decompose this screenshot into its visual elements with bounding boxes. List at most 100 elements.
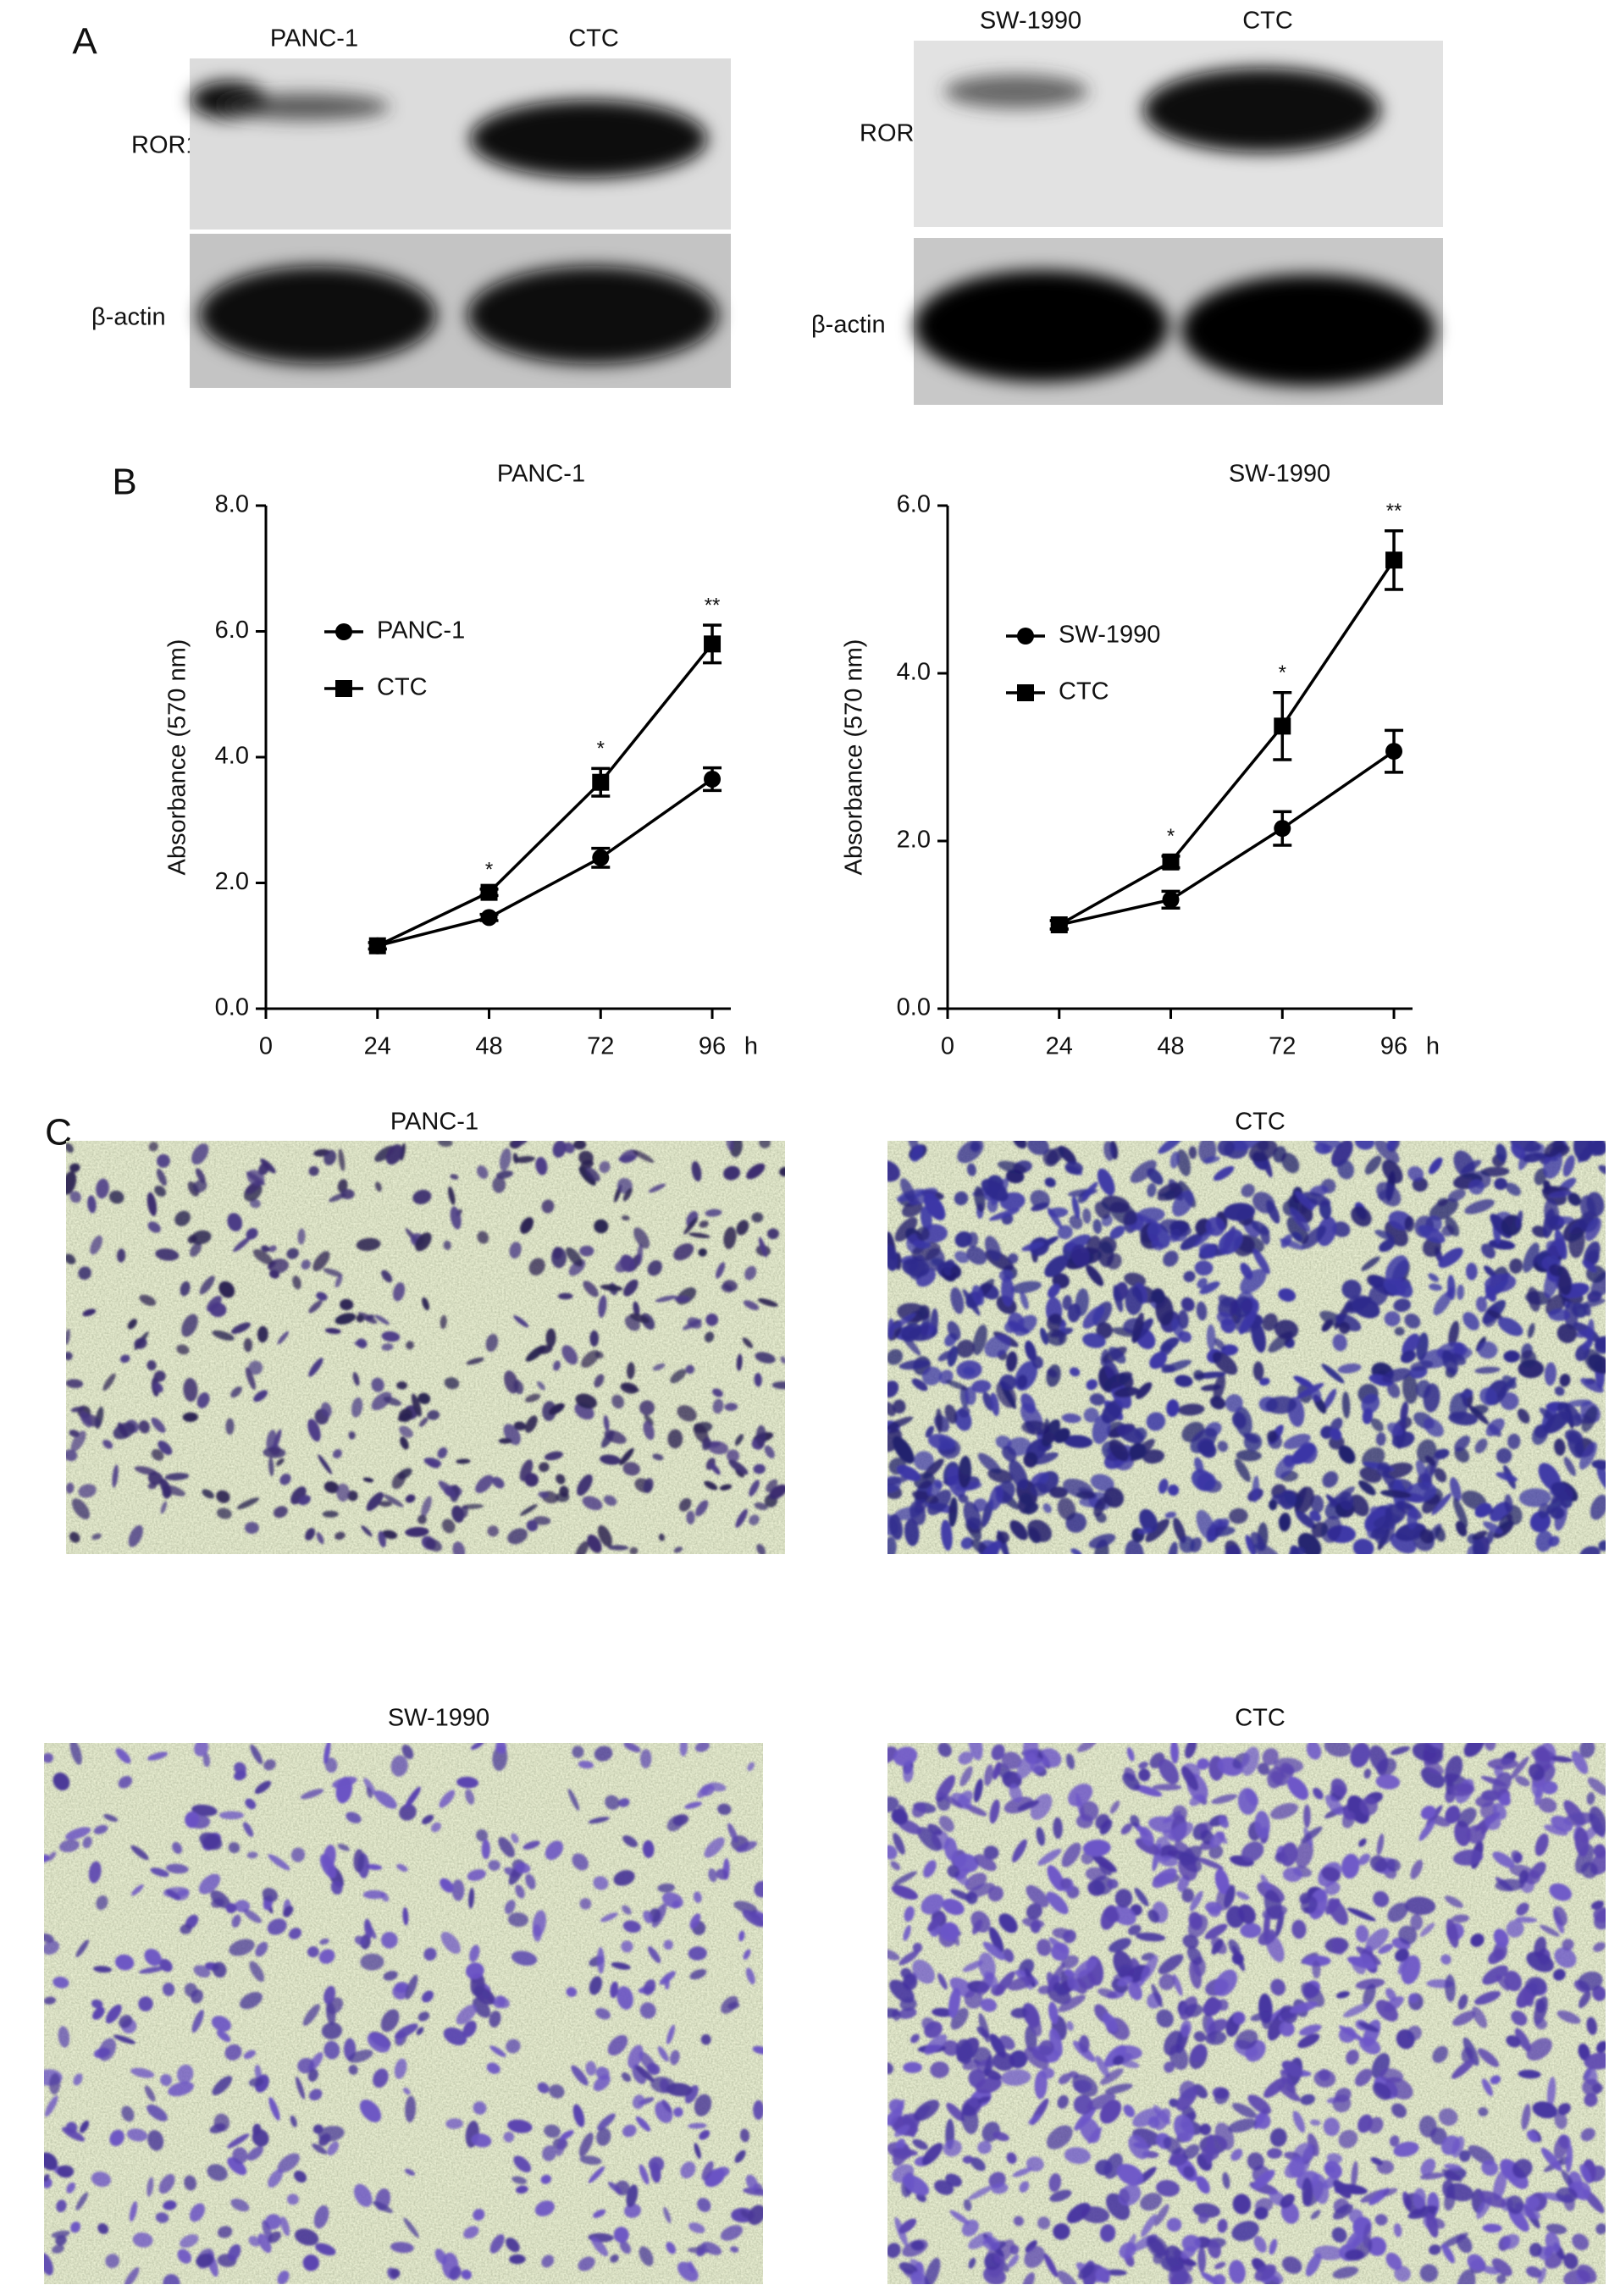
cell (1279, 2021, 1295, 2037)
cell (1229, 2260, 1246, 2284)
cell (1375, 1432, 1386, 1447)
cell (396, 1380, 407, 1390)
cell (1203, 1156, 1220, 1164)
lane-label: PANC-1 (270, 25, 358, 53)
cell (1335, 1314, 1362, 1331)
cell (721, 1995, 738, 2014)
cell (1550, 1756, 1573, 1763)
cell (1104, 2083, 1133, 2094)
cell (403, 2087, 411, 2095)
cell (595, 2007, 611, 2020)
cell (113, 1422, 135, 1440)
cell (1481, 2078, 1493, 2096)
cell (648, 1183, 666, 1193)
cell (694, 2143, 701, 2160)
cell (1338, 2129, 1358, 2149)
cell (1178, 1851, 1203, 1873)
cell (268, 1457, 274, 1476)
x-tick-label: 0 (259, 1033, 273, 1060)
cell (684, 1801, 702, 1809)
cell (207, 2164, 228, 2182)
cell (694, 2094, 712, 2116)
cell (69, 1163, 80, 1173)
cell (1214, 1868, 1230, 1895)
cell (390, 1755, 408, 1777)
y-tick-label: 0.0 (215, 994, 249, 1021)
cell (673, 1546, 683, 1553)
cell (749, 1480, 760, 1497)
cell (1511, 1850, 1523, 1863)
cell (1297, 2033, 1320, 2049)
cell (965, 1386, 976, 1406)
cell (1232, 1296, 1253, 1318)
cell (549, 1402, 565, 1415)
cell (1206, 1324, 1216, 1351)
cell (887, 1244, 898, 1271)
cell (1214, 2088, 1230, 2105)
cell (1434, 1468, 1447, 1483)
cell (1413, 2188, 1426, 2210)
cell (657, 2046, 669, 2062)
cell (1065, 1753, 1075, 1770)
cell (448, 1186, 456, 1205)
cell (1103, 2012, 1118, 2033)
y-tick-label: 0.0 (897, 994, 931, 1021)
cell (1114, 1889, 1133, 1908)
cell (738, 1930, 745, 1942)
cell (1445, 1805, 1461, 1824)
cell (1590, 1270, 1606, 1297)
cell (1003, 1948, 1015, 1963)
cell (1230, 2148, 1243, 2161)
cell (1563, 1457, 1576, 1476)
cell (108, 1190, 124, 1204)
cell (1429, 2244, 1441, 2255)
cell (1511, 2010, 1528, 2026)
cell (88, 1861, 102, 1884)
cell (1425, 2212, 1439, 2238)
cell (912, 2138, 928, 2150)
cell (910, 1501, 926, 1525)
cell (1376, 1757, 1397, 1777)
cell (506, 2238, 520, 2253)
cell (918, 1304, 931, 1320)
series-line (1058, 559, 1396, 927)
cell (688, 1232, 710, 1239)
cell (1197, 1277, 1208, 1289)
cell (560, 2130, 574, 2140)
cell (1248, 1141, 1278, 1162)
cell (1090, 1474, 1114, 1491)
cell (575, 1541, 589, 1554)
cell (1254, 2264, 1277, 2282)
cell (603, 1495, 617, 1506)
cell (1270, 1802, 1298, 1820)
cell (1046, 1329, 1067, 1347)
cell (1158, 1478, 1169, 1494)
cell (1321, 1364, 1345, 1384)
cell (514, 1155, 535, 1164)
cell (150, 1867, 169, 1878)
cell (1313, 2069, 1336, 2088)
cell (312, 2144, 328, 2155)
cell (225, 1902, 237, 1914)
cell (307, 2068, 318, 2082)
cell (616, 1986, 633, 2010)
significance-mark: * (485, 858, 493, 881)
cell (1338, 2025, 1364, 2042)
cell (1262, 1748, 1279, 1766)
cell (956, 1360, 982, 1380)
cell (674, 1295, 690, 1303)
cell (1594, 1338, 1606, 1354)
micrograph (66, 1141, 785, 1554)
cell (1189, 1794, 1203, 1806)
micrograph (887, 1141, 1606, 1554)
cell (887, 1746, 898, 1764)
cells (887, 1743, 1606, 2284)
cell (1240, 1269, 1267, 1294)
cell (720, 2225, 744, 2241)
cell (743, 1300, 760, 1310)
cell (643, 1979, 656, 1996)
cell (1160, 1364, 1176, 1373)
cell (434, 2249, 447, 2265)
cell (988, 1208, 1020, 1221)
cell (1166, 2217, 1182, 2232)
